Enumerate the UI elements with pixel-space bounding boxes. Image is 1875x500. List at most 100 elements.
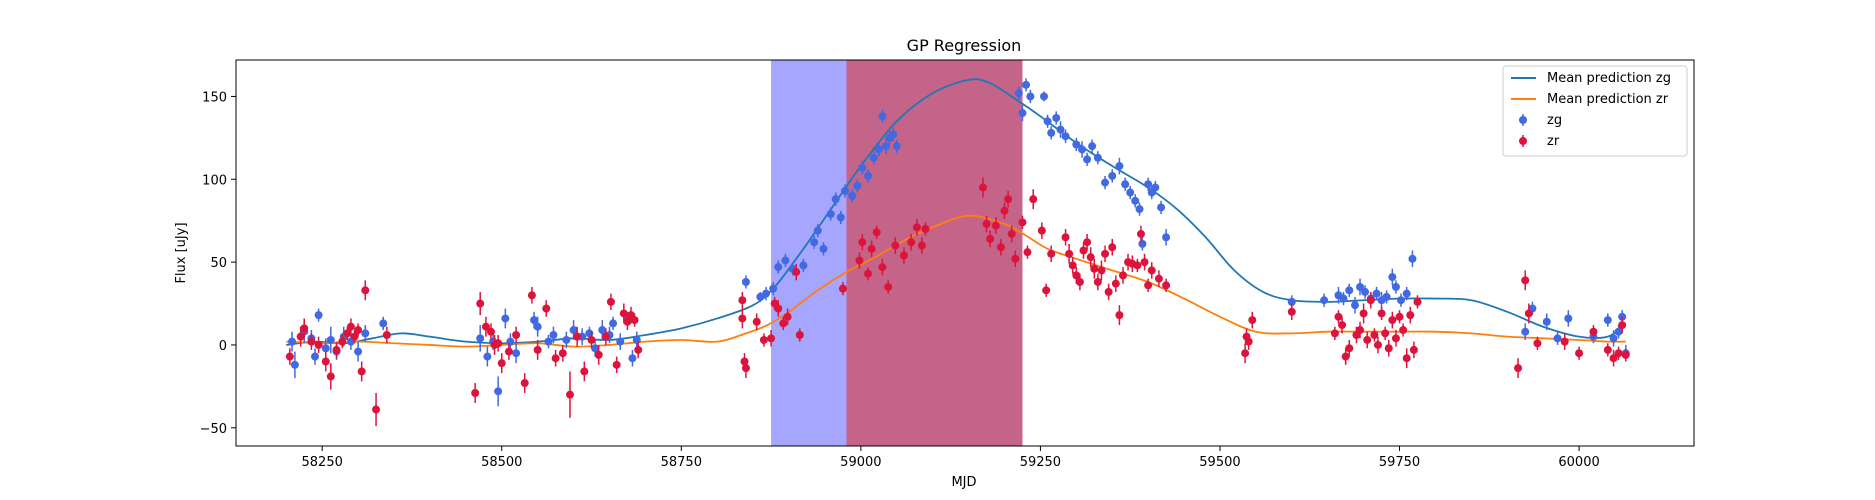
marker-zg — [1138, 239, 1147, 248]
marker-zr — [738, 296, 747, 305]
point-zr-98 — [1101, 245, 1110, 263]
marker-zr — [1409, 345, 1418, 354]
marker-zr — [917, 241, 926, 250]
point-zg-25 — [562, 331, 571, 349]
point-zr-44 — [634, 341, 643, 359]
point-zr-150 — [1614, 346, 1623, 360]
point-zr-102 — [1115, 305, 1124, 326]
shaded-region-1 — [846, 60, 1023, 446]
point-zg-97 — [1356, 278, 1365, 296]
point-zr-54 — [779, 316, 788, 331]
point-zg-32 — [609, 316, 618, 331]
marker-zr — [1366, 296, 1375, 305]
x-tick-label: 59750 — [1379, 455, 1420, 470]
point-zr-115 — [1244, 333, 1253, 350]
marker-zg — [1101, 178, 1110, 187]
marker-zr — [1370, 331, 1379, 340]
marker-zg — [1043, 117, 1052, 126]
marker-zr — [1108, 243, 1117, 252]
point-zg-100 — [1372, 286, 1381, 301]
point-zg-49 — [831, 192, 840, 206]
marker-zr — [774, 304, 783, 313]
marker-zr — [858, 238, 867, 247]
point-zr-64 — [878, 258, 887, 276]
marker-zr — [1018, 218, 1027, 227]
point-zg-50 — [836, 210, 845, 225]
legend-label-zr: zr — [1547, 134, 1560, 149]
marker-zr — [314, 340, 323, 349]
point-zr-30 — [551, 349, 560, 367]
marker-zr — [285, 352, 294, 361]
point-zr-20 — [486, 323, 495, 340]
point-zr-35 — [587, 331, 596, 349]
marker-zr — [1023, 248, 1032, 257]
point-zr-124 — [1356, 321, 1365, 339]
marker-zr — [1061, 233, 1070, 242]
point-zr-33 — [573, 326, 582, 347]
point-zg-55 — [864, 169, 873, 183]
point-zr-145 — [1560, 333, 1569, 350]
marker-zr — [912, 223, 921, 232]
marker-zr — [504, 347, 513, 356]
marker-zr — [1381, 329, 1390, 338]
point-zr-70 — [917, 237, 926, 254]
marker-zr — [346, 322, 355, 331]
marker-zr — [1248, 316, 1257, 325]
point-zg-56 — [869, 151, 878, 165]
marker-zr — [921, 224, 930, 233]
marker-zg — [1061, 132, 1070, 141]
point-zg-45 — [810, 235, 819, 249]
point-zg-62 — [892, 139, 901, 153]
marker-zg — [853, 181, 862, 190]
marker-zg — [1603, 316, 1612, 325]
marker-zr — [1395, 312, 1404, 321]
marker-zr — [1119, 271, 1128, 280]
point-zr-106 — [1133, 258, 1142, 273]
marker-zr — [1136, 229, 1145, 238]
marker-zr — [1162, 281, 1171, 290]
marker-zg — [632, 335, 641, 344]
marker-zg — [569, 326, 578, 335]
point-zr-92 — [1079, 242, 1088, 259]
marker-zg — [544, 337, 553, 346]
y-tick-label: 50 — [210, 256, 227, 271]
marker-zg — [741, 277, 750, 286]
point-zr-151 — [1618, 316, 1627, 334]
marker-zr — [1029, 195, 1038, 204]
marker-zg — [616, 337, 625, 346]
marker-zr — [1618, 321, 1627, 330]
marker-zr — [623, 317, 632, 326]
marker-zg — [314, 311, 323, 320]
marker-zr — [619, 309, 628, 318]
point-zg-90 — [1162, 228, 1171, 246]
marker-zr — [1524, 309, 1533, 318]
point-zg-84 — [1135, 202, 1144, 216]
point-zr-111 — [1154, 270, 1163, 287]
legend-label-zg: zg — [1547, 113, 1562, 128]
marker-zg — [1356, 282, 1365, 291]
point-zr-50 — [759, 333, 768, 347]
point-zr-136 — [1399, 323, 1408, 337]
marker-zr — [1101, 249, 1110, 258]
point-zg-105 — [1396, 293, 1405, 307]
marker-zg — [326, 335, 335, 344]
marker-zr — [1560, 337, 1569, 346]
point-zr-71 — [921, 222, 930, 236]
marker-zr — [1359, 309, 1368, 318]
marker-zr — [1093, 277, 1102, 286]
legend-label-zr-line: Mean prediction zr — [1547, 92, 1669, 107]
point-zg-111 — [1553, 331, 1562, 345]
marker-zr — [996, 243, 1005, 252]
marker-zr — [792, 268, 801, 277]
marker-zr — [1406, 311, 1415, 320]
marker-zr — [872, 228, 881, 237]
marker-zg — [1018, 109, 1027, 118]
point-zr-66 — [891, 237, 900, 254]
point-zg-22 — [533, 316, 542, 337]
point-zr-15 — [372, 392, 381, 427]
marker-zg — [1047, 128, 1056, 137]
point-zg-18 — [501, 308, 510, 329]
point-zg-71 — [1056, 121, 1065, 138]
point-zr-55 — [783, 308, 792, 326]
marker-zr — [512, 331, 521, 340]
